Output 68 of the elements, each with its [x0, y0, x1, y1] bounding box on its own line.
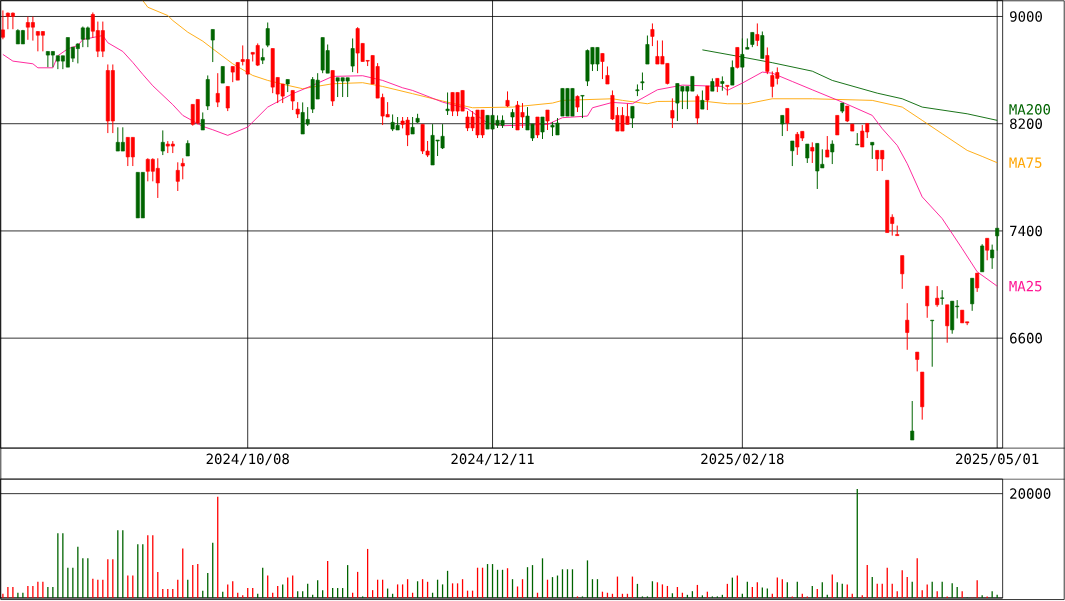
line-series	[142, 0, 998, 164]
y-tick-label: 20000	[1010, 488, 1051, 499]
candlestick	[670, 97, 675, 129]
y-tick-label: 7400	[1010, 225, 1042, 237]
candlestick	[600, 52, 605, 80]
candlestick	[780, 114, 785, 137]
candlestick	[995, 227, 1000, 251]
candlestick	[180, 157, 185, 180]
candlestick	[350, 37, 355, 73]
candlestick	[975, 272, 980, 293]
candlestick	[935, 285, 940, 308]
candlestick	[160, 129, 165, 156]
candlestick	[765, 46, 770, 75]
x-tick-label: 2024/10/08	[206, 453, 289, 466]
candlestick	[925, 285, 930, 319]
candlestick	[630, 105, 635, 129]
candlestick	[175, 161, 180, 192]
candlestick	[830, 139, 835, 165]
candlestick	[445, 91, 450, 116]
candlestick	[120, 126, 125, 152]
candlestick	[10, 11, 15, 30]
candlestick	[215, 72, 220, 108]
candlestick	[545, 109, 550, 131]
x-tick-label: 2025/02/18	[701, 453, 784, 466]
candlestick	[855, 132, 860, 146]
candlestick	[290, 89, 295, 111]
x-tick-label: 2024/12/11	[451, 453, 534, 466]
candlestick	[645, 34, 650, 65]
candlestick	[580, 94, 585, 119]
candlestick	[785, 107, 790, 132]
candlestick	[265, 21, 270, 48]
candlestick	[535, 116, 540, 139]
candlestick	[0, 9, 5, 40]
candlestick	[910, 400, 915, 441]
candlestick	[225, 85, 230, 112]
candlestick	[985, 237, 990, 261]
candlestick	[825, 135, 830, 158]
candlestick	[835, 114, 840, 136]
candlestick	[790, 140, 795, 167]
candlestick	[730, 59, 735, 86]
candlestick	[695, 93, 700, 125]
candlestick	[700, 89, 705, 110]
candlestick	[30, 15, 35, 41]
series-label: MA25	[1009, 280, 1042, 292]
candlestick	[810, 141, 815, 164]
candlestick	[40, 30, 45, 52]
candlestick	[755, 22, 760, 47]
candlestick	[930, 319, 935, 368]
candlestick	[540, 116, 545, 140]
candlestick	[905, 302, 910, 351]
candlestick	[100, 20, 105, 58]
candlestick	[210, 28, 215, 63]
candlestick	[945, 304, 950, 344]
candlestick	[650, 22, 655, 47]
candlestick	[900, 254, 905, 290]
candlestick	[915, 351, 920, 372]
y-tick-label: 6600	[1010, 332, 1042, 344]
candlestick	[805, 143, 810, 164]
x-tick-label: 2025/05/01	[956, 453, 1039, 466]
candlestick	[705, 85, 710, 111]
y-tick-label: 9000	[1010, 11, 1042, 22]
y-tick-label: 8200	[1010, 118, 1042, 129]
candlestick	[75, 42, 80, 64]
candlestick	[130, 136, 135, 167]
candlestick	[990, 243, 995, 270]
series-label: MA75	[1009, 157, 1042, 168]
series-label: MA200	[1009, 103, 1051, 115]
candlestick	[510, 108, 515, 129]
